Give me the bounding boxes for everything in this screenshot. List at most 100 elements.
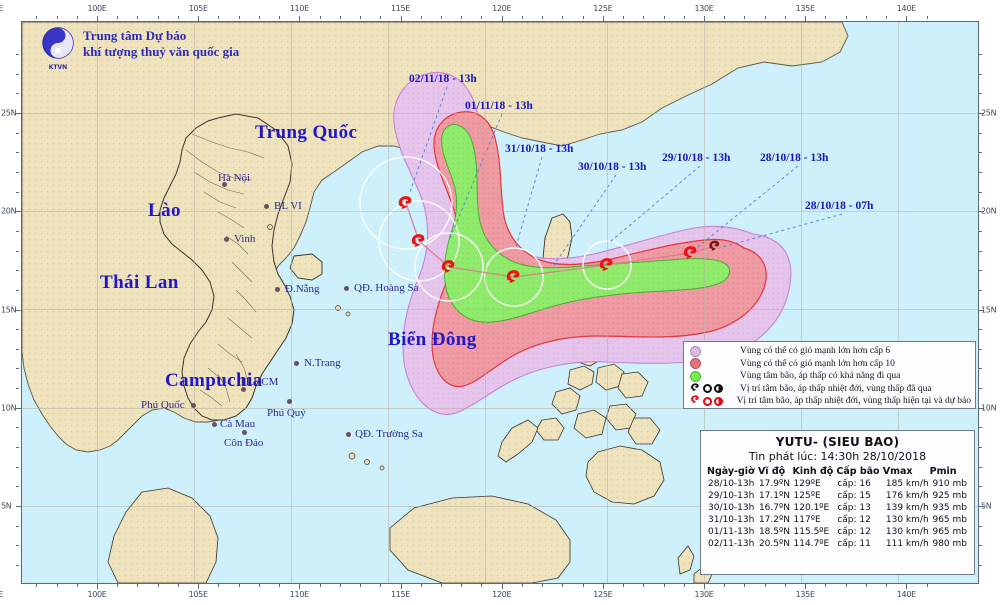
- gridline-lon-105: [194, 22, 195, 583]
- forecast-col-3: Cấp bão: [836, 466, 880, 477]
- forecast-row: 02/11-13h 20.5ºN 114.7ºE cấp: 11 111 km/h 980…: [707, 538, 968, 550]
- storm-marker-past-0[interactable]: [708, 239, 722, 258]
- axis-right: [978, 0, 1000, 605]
- tick-lon-minor: [56, 584, 58, 587]
- tick-lon-minor: [481, 584, 483, 587]
- forecast-row: 29/10-13h 17.1ºN 125ºE cấp: 15 176 km/h 925 m…: [707, 490, 968, 502]
- tick-lat-minor: [979, 132, 982, 134]
- country-label-3: Campuchia: [165, 370, 263, 391]
- tick-lon-minor: [764, 16, 766, 19]
- legend-label-past: Vị trí tâm bão, áp thấp nhiệt đới, vùng …: [740, 383, 932, 394]
- tick-label-lon-135E: 135E: [795, 4, 815, 13]
- tick-lon-minor: [582, 584, 584, 587]
- tick-lon-minor: [461, 16, 463, 19]
- tick-lon-minor: [602, 16, 604, 21]
- gridline-lat-10: [22, 408, 978, 409]
- tick-lon-minor: [258, 16, 260, 19]
- forecast-cell-r0c4: 185 km/h: [885, 479, 929, 489]
- forecast-cell-r4c5: 965 mb: [932, 527, 967, 537]
- tick-lon-minor: [440, 16, 442, 19]
- forecast-cell-r0c0: 28/10-13h: [708, 479, 755, 489]
- cyclone-icon-black: [690, 380, 701, 398]
- tick-lon-minor: [663, 584, 665, 587]
- storm-marker-forecast-4[interactable]: [440, 258, 458, 281]
- forecast-col-0: Ngày-giờ: [707, 466, 755, 477]
- map-canvas[interactable]: [22, 22, 978, 583]
- country-label-0: Trung Quốc: [255, 122, 358, 143]
- tick-lat-minor: [16, 132, 19, 134]
- tick-lon-minor: [845, 16, 847, 19]
- tick-lon-minor: [461, 584, 463, 587]
- forecast-cell-r4c4: 130 km/h: [885, 527, 929, 537]
- tick-lon-minor: [784, 16, 786, 19]
- city-dot-11: [346, 432, 351, 437]
- tick-lon-minor: [784, 584, 786, 587]
- tick-label-lon-130E: 130E: [694, 4, 714, 13]
- forecast-cell-r0c1: 17.9ºN: [758, 479, 790, 489]
- city-dot-0: [222, 182, 227, 187]
- forecast-cell-r4c2: 115.5ºE: [793, 527, 830, 537]
- tick-lon-minor: [704, 584, 705, 589]
- tick-lat-minor: [16, 466, 19, 468]
- tick-lat-minor: [16, 407, 21, 409]
- tick-lon-minor: [744, 16, 746, 19]
- tick-lat-minor: [16, 73, 19, 75]
- city-dot-9: [212, 422, 217, 427]
- tick-lon-minor: [56, 16, 58, 19]
- forecast-row: 30/10-13h 16.7ºN 120.1ºE cấp: 13 139 km/h 935…: [707, 502, 968, 514]
- legend-label-center: Vùng tâm bão, áp thấp có khả năng đi qua: [740, 371, 901, 381]
- tick-label-lon-110E: 110E: [289, 590, 309, 599]
- city-label-5: N.Trang: [304, 357, 341, 369]
- tick-label-lon-140E: 140E: [896, 590, 916, 599]
- gridline-lat-20: [22, 211, 978, 212]
- tick-lon-minor: [643, 16, 645, 19]
- tick-lat-minor: [979, 427, 982, 429]
- tick-lon-minor: [926, 16, 928, 19]
- storm-marker-current-1[interactable]: [682, 244, 700, 267]
- tick-lat-minor: [16, 329, 19, 331]
- tick-lon-minor: [825, 16, 827, 19]
- tick-lat-minor: [16, 113, 21, 114]
- city-label-0: Hà Nội: [218, 172, 251, 184]
- map-graphics: [22, 22, 978, 583]
- forecast-date-label-6: 28/10/18 - 07h: [805, 200, 874, 212]
- tick-label-lon-95E: 95E: [0, 590, 4, 599]
- tick-lat-minor: [979, 466, 982, 468]
- forecast-cell-r2c2: 120.1ºE: [793, 503, 830, 513]
- forecast-cell-r4c0: 01/11-13h: [708, 527, 755, 537]
- forecast-table: Ngày-giờ Vĩ độ Kinh độ Cấp bão Vmax Pmin 28/1…: [707, 466, 968, 550]
- tick-label-lon-100E: 100E: [87, 590, 107, 599]
- tick-label-lon-120E: 120E: [492, 590, 512, 599]
- gridline-lon-125: [607, 22, 608, 583]
- tick-lon-minor: [683, 584, 685, 587]
- storm-marker-forecast-5[interactable]: [410, 232, 428, 255]
- storm-marker-forecast-6[interactable]: [397, 194, 415, 217]
- tick-lat-minor: [979, 525, 982, 527]
- city-dot-7: [191, 403, 196, 408]
- tick-lon-minor: [643, 584, 645, 587]
- tick-lon-minor: [704, 16, 705, 21]
- forecast-date-label-0: 02/11/18 - 13h: [409, 73, 477, 85]
- gridline-lon-110: [291, 22, 292, 583]
- tick-lat-minor: [16, 289, 19, 291]
- forecast-cell-r1c0: 29/10-13h: [708, 491, 755, 501]
- tick-lat-minor: [979, 211, 984, 213]
- storm-marker-forecast-3[interactable]: [505, 268, 523, 291]
- tick-lat-minor: [979, 329, 982, 331]
- tick-lon-minor: [258, 584, 260, 587]
- forecast-col-2: Kinh độ: [792, 466, 834, 477]
- storm-marker-forecast-2[interactable]: [598, 256, 616, 279]
- tick-lat-minor: [979, 270, 982, 272]
- forecast-cell-r1c2: 125ºE: [793, 491, 821, 501]
- tick-lon-minor: [279, 584, 281, 587]
- tick-lon-minor: [76, 584, 78, 587]
- tick-lon-minor: [562, 584, 564, 587]
- forecast-cell-r2c4: 139 km/h: [885, 503, 929, 513]
- forecast-cell-r3c4: 130 km/h: [885, 515, 929, 525]
- legend-label-cat10: Vùng có thể có gió mạnh lớn hơn cấp 10: [740, 358, 895, 369]
- tick-lon-minor: [825, 584, 827, 587]
- tick-lon-minor: [623, 16, 625, 19]
- gridline-lon-100: [97, 22, 98, 583]
- tick-lon-minor: [198, 16, 200, 21]
- forecast-cell-r5c5: 980 mb: [932, 539, 967, 549]
